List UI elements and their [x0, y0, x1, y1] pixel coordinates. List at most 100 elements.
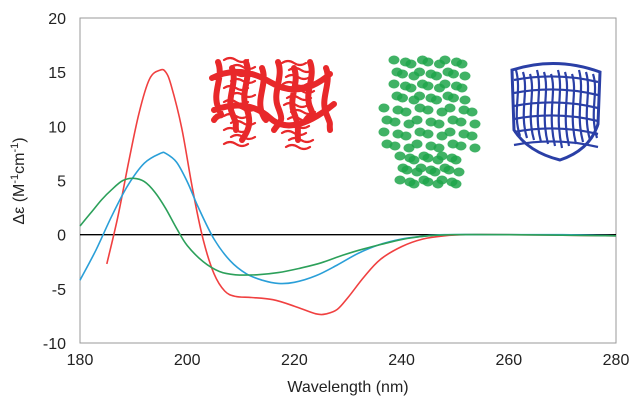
- blue-barrel-hoop: [513, 140, 599, 149]
- green-structure-piece: [433, 143, 445, 153]
- red-helical-protein-structure-image: [209, 56, 337, 151]
- green-structure-piece: [444, 127, 456, 137]
- blue-barrel-strand: [563, 71, 571, 147]
- green-structure-piece: [450, 179, 462, 189]
- x-axis-title: Wavelength (nm): [287, 379, 408, 396]
- x-tick-label: 220: [281, 352, 308, 369]
- green-structure-piece: [400, 131, 412, 141]
- green-structure-piece: [405, 59, 417, 69]
- green-structure-piece: [411, 115, 423, 125]
- y-axis-title-sup1: -1: [9, 174, 21, 184]
- blue-barrel-hoop: [513, 101, 599, 110]
- blue-barrel-strand: [556, 69, 564, 149]
- y-tick-label: 20: [48, 11, 66, 28]
- green-structure-piece: [378, 103, 390, 113]
- green-structure-piece: [436, 151, 448, 161]
- green-structure-piece: [414, 67, 425, 77]
- y-axis-title-end: ): [11, 137, 28, 142]
- x-tick-label: 240: [388, 352, 415, 369]
- series-lines: [79, 68, 617, 316]
- green-structure-piece: [466, 107, 478, 117]
- blue-barrel-strand: [577, 69, 585, 143]
- green-structure-piece: [436, 131, 448, 141]
- green-structure-piece: [388, 79, 400, 89]
- green-structure-piece: [436, 107, 448, 117]
- green-structure-piece: [469, 119, 481, 129]
- blue-barrel-strand: [514, 69, 522, 137]
- x-tick-label: 200: [174, 352, 201, 369]
- green-structure-piece: [450, 155, 462, 165]
- green-structure-piece: [439, 79, 451, 89]
- green-structure-piece: [397, 93, 408, 103]
- green-structure-piece: [411, 139, 423, 149]
- series-line-1: [106, 68, 617, 316]
- green-structure-piece: [422, 57, 434, 67]
- green-structure-piece: [389, 117, 401, 127]
- green-structure-piece: [455, 141, 467, 151]
- plot-area-frame: [79, 17, 617, 344]
- blue-barrel-hoop: [513, 127, 599, 136]
- green-structure-piece: [389, 141, 401, 151]
- green-structure-piece: [469, 143, 481, 153]
- green-structure-piece: [422, 105, 434, 115]
- blue-barrel-hoop: [513, 75, 599, 84]
- green-structure-piece: [403, 143, 415, 153]
- green-structure-piece: [431, 71, 442, 81]
- series-line-2: [79, 151, 617, 285]
- blue-barrel-hoop: [513, 114, 599, 123]
- y-axis-tick-labels: -10 -5 0 5 10 15 20: [43, 11, 66, 353]
- green-structure-piece: [422, 81, 434, 91]
- green-structure-piece: [394, 175, 406, 185]
- green-structure-piece: [422, 177, 434, 187]
- blue-barrel-strand: [549, 73, 557, 147]
- y-axis-title-mid: cm: [11, 153, 28, 174]
- green-structure-piece: [443, 165, 455, 175]
- green-structure-piece: [429, 167, 441, 177]
- green-structure-piece: [400, 107, 412, 117]
- blue-barrel-strand: [591, 73, 599, 139]
- blue-barrel-strand: [570, 73, 578, 145]
- green-structure-piece: [453, 167, 465, 177]
- green-structure-piece: [459, 71, 471, 81]
- x-tick-label: 280: [603, 352, 630, 369]
- green-structure-piece: [448, 69, 459, 79]
- green-structure-piece: [388, 55, 400, 65]
- green-structure-piece: [439, 55, 451, 65]
- green-structure-piece: [422, 153, 434, 163]
- y-tick-label: 0: [57, 228, 66, 245]
- green-structure-piece: [422, 129, 434, 139]
- green-structure-piece: [405, 83, 417, 93]
- green-structure-piece: [378, 127, 390, 137]
- green-structure-piece: [394, 151, 406, 161]
- green-protein-complex-structure-image: [378, 55, 481, 189]
- green-structure-piece: [431, 95, 442, 105]
- blue-barrel-hoop: [513, 88, 599, 97]
- green-structure-piece: [436, 175, 448, 185]
- blue-beta-barrel-structure-image: [510, 62, 602, 162]
- green-structure-piece: [456, 83, 468, 93]
- y-tick-label: 10: [48, 119, 66, 136]
- x-tick-label: 180: [67, 352, 94, 369]
- green-structure-piece: [448, 93, 459, 103]
- green-structure-piece: [401, 165, 413, 175]
- green-structure-piece: [403, 119, 415, 129]
- green-structure-piece: [397, 69, 408, 79]
- green-structure-piece: [433, 119, 445, 129]
- green-structure-piece: [444, 103, 456, 113]
- green-structure-piece: [415, 163, 427, 173]
- y-tick-label: 15: [48, 65, 66, 82]
- green-structure-piece: [414, 91, 425, 101]
- green-structure-piece: [408, 155, 420, 165]
- y-tick-label: 5: [57, 174, 66, 191]
- green-structure-piece: [456, 59, 468, 69]
- y-axis-title-main: Δε (M: [11, 184, 28, 225]
- x-axis-tick-labels: 180 200 220 240 260 280: [67, 352, 630, 369]
- x-tick-label: 260: [495, 352, 522, 369]
- y-axis-title: Δε (M-1cm-1): [9, 137, 28, 224]
- series-line-3: [79, 177, 617, 276]
- y-tick-label: -5: [52, 282, 66, 299]
- green-structure-piece: [408, 179, 420, 189]
- green-structure-piece: [466, 131, 478, 141]
- y-tick-label: -10: [43, 336, 66, 353]
